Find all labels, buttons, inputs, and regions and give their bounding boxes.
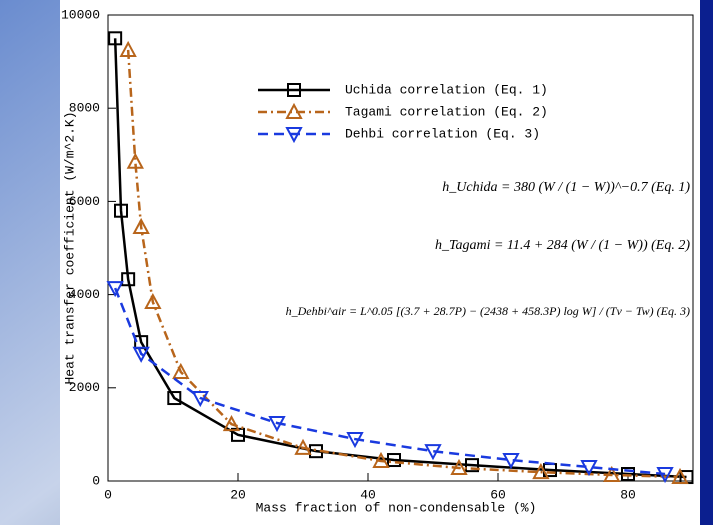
- x-tick-label: 60: [490, 487, 506, 502]
- marker: [621, 467, 635, 482]
- equation: h_Uchida = 380 (W / (1 − W))^−0.7 (Eq. 1…: [442, 180, 690, 195]
- marker: [121, 272, 136, 287]
- x-tick-label: 20: [230, 487, 246, 502]
- marker: [222, 415, 241, 432]
- legend-label: Tagami correlation (Eq. 2): [345, 104, 548, 119]
- series-line: [113, 38, 687, 479]
- series-line: [126, 49, 681, 479]
- side-band: [700, 0, 713, 525]
- x-axis-label: Mass fraction of non-condensable (%): [256, 500, 537, 515]
- marker: [108, 31, 123, 46]
- marker: [132, 346, 150, 363]
- marker: [532, 463, 550, 480]
- y-tick-label: 8000: [69, 101, 100, 116]
- x-tick-label: 40: [360, 487, 376, 502]
- marker: [114, 203, 128, 218]
- legend-marker: [285, 127, 303, 144]
- plot-panel: [60, 0, 700, 525]
- marker: [387, 453, 401, 468]
- legend-marker: [285, 102, 303, 119]
- equation: h_Tagami = 11.4 + 284 (W / (1 − W)) (Eq.…: [435, 238, 690, 253]
- y-tick-label: 0: [92, 473, 100, 488]
- marker: [144, 292, 162, 310]
- marker: [106, 281, 124, 298]
- marker: [132, 217, 150, 235]
- equation: h_Dehbi^air = L^0.05 [(3.7 + 28.7P) − (2…: [286, 304, 690, 318]
- y-axis-label: Heat transfer coefficient (W/m^2.K): [62, 111, 77, 384]
- y-tick-label: 4000: [69, 287, 100, 302]
- plot-frame: [107, 14, 694, 482]
- marker: [294, 438, 312, 455]
- marker: [346, 432, 364, 449]
- marker: [450, 458, 468, 475]
- x-tick-label: 0: [104, 487, 112, 502]
- marker: [502, 453, 520, 470]
- marker: [126, 152, 144, 169]
- legend-label: Uchida correlation (Eq. 1): [345, 82, 548, 97]
- marker: [372, 451, 390, 468]
- marker: [656, 467, 674, 484]
- marker: [671, 467, 689, 485]
- legend-marker: [287, 83, 301, 97]
- marker: [424, 444, 442, 461]
- y-tick-label: 2000: [69, 380, 100, 395]
- marker: [119, 40, 137, 57]
- marker: [580, 460, 598, 477]
- marker: [603, 465, 621, 482]
- marker: [465, 458, 479, 473]
- legend-label: Dehbi correlation (Eq. 3): [345, 126, 540, 141]
- y-tick-label: 10000: [61, 7, 100, 22]
- series-line: [113, 287, 666, 476]
- marker: [191, 391, 209, 408]
- y-tick-label: 6000: [69, 194, 100, 209]
- marker: [268, 415, 286, 433]
- x-tick-label: 80: [620, 487, 636, 502]
- marker: [172, 362, 190, 379]
- marker: [167, 391, 182, 406]
